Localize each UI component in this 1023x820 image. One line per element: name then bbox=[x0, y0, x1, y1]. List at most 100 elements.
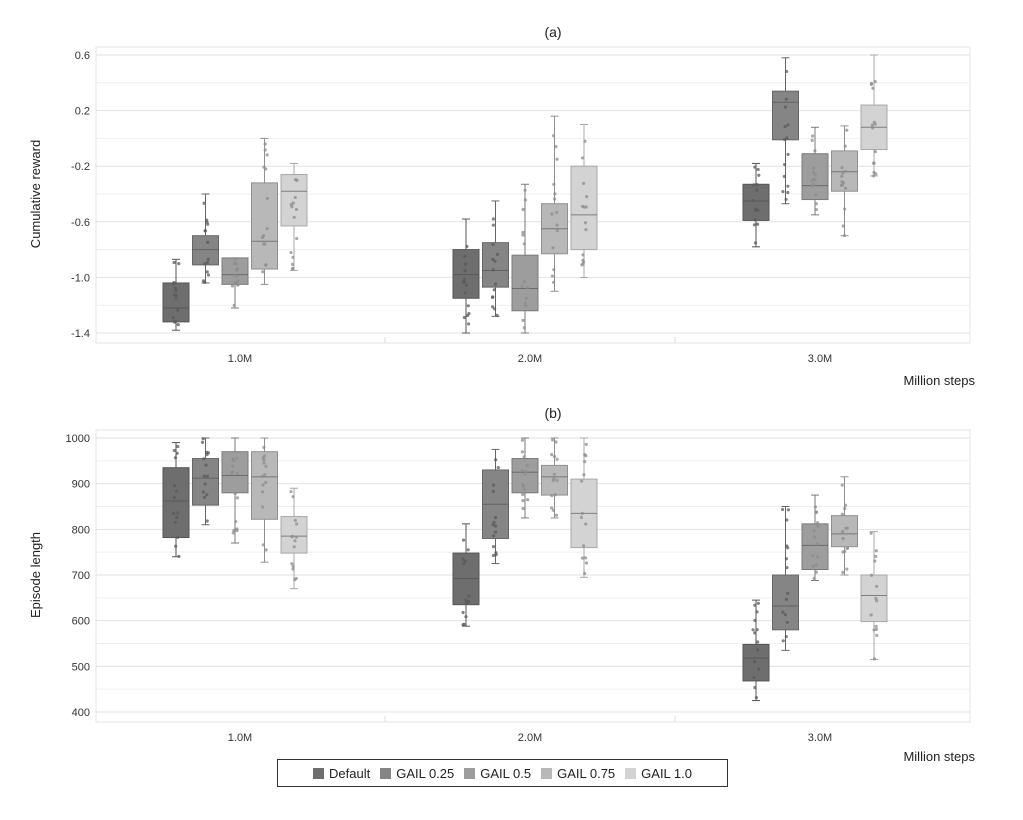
legend-label: GAIL 0.25 bbox=[396, 765, 455, 781]
data-point bbox=[756, 601, 760, 605]
data-point bbox=[814, 193, 818, 197]
chart-title: (b) bbox=[544, 405, 561, 421]
data-point bbox=[491, 223, 495, 227]
data-point bbox=[814, 202, 818, 206]
data-point bbox=[205, 493, 209, 497]
data-point bbox=[753, 241, 758, 245]
data-point bbox=[265, 226, 269, 231]
y-axis-label: Cumulative reward bbox=[28, 140, 43, 248]
y-axis-label: Episode length bbox=[28, 532, 43, 618]
data-point bbox=[783, 125, 787, 129]
data-point bbox=[753, 631, 757, 635]
y-tick-label: 600 bbox=[72, 616, 90, 628]
data-point bbox=[756, 208, 760, 212]
box-body bbox=[251, 182, 278, 270]
data-point bbox=[173, 456, 178, 460]
data-point bbox=[869, 613, 873, 617]
data-point bbox=[466, 548, 470, 552]
data-point bbox=[786, 184, 790, 188]
data-point bbox=[464, 283, 468, 287]
data-point bbox=[555, 478, 559, 482]
data-point bbox=[202, 495, 206, 499]
box-body bbox=[772, 574, 799, 631]
data-point bbox=[814, 207, 819, 212]
data-point bbox=[840, 166, 844, 170]
data-point bbox=[753, 603, 757, 607]
box-body bbox=[452, 249, 480, 299]
data-point bbox=[756, 667, 761, 671]
data-point bbox=[172, 260, 176, 265]
data-point bbox=[843, 144, 847, 148]
data-point bbox=[290, 535, 294, 539]
data-point bbox=[780, 507, 785, 512]
data-point bbox=[467, 594, 471, 598]
data-point bbox=[525, 285, 530, 290]
data-point bbox=[843, 186, 848, 190]
data-point bbox=[263, 142, 267, 146]
data-point bbox=[845, 526, 849, 530]
y-tick-label: -0.2 bbox=[71, 161, 90, 173]
data-point bbox=[172, 495, 177, 500]
data-point bbox=[293, 178, 298, 182]
data-point bbox=[841, 550, 845, 554]
data-point bbox=[784, 557, 789, 561]
data-point bbox=[554, 145, 558, 149]
data-point bbox=[843, 207, 847, 211]
data-point bbox=[815, 521, 820, 525]
data-point bbox=[580, 479, 584, 483]
data-point bbox=[553, 192, 557, 196]
y-tick-label: 0.6 bbox=[75, 50, 90, 62]
data-point bbox=[491, 553, 496, 558]
data-point bbox=[785, 544, 789, 548]
data-point bbox=[263, 148, 267, 152]
data-point bbox=[843, 503, 848, 507]
data-point bbox=[232, 303, 236, 307]
data-point bbox=[231, 531, 235, 535]
data-point bbox=[462, 315, 466, 320]
data-point bbox=[262, 458, 266, 462]
data-point bbox=[235, 527, 239, 531]
data-point bbox=[580, 156, 585, 160]
data-point bbox=[842, 234, 847, 238]
data-point bbox=[551, 478, 555, 482]
data-point bbox=[840, 512, 844, 516]
data-point bbox=[175, 451, 179, 455]
data-point bbox=[840, 483, 844, 487]
data-point bbox=[233, 491, 237, 496]
data-point bbox=[236, 279, 240, 283]
data-point bbox=[520, 438, 525, 442]
data-point bbox=[206, 240, 210, 244]
data-point bbox=[202, 474, 206, 478]
data-point bbox=[786, 508, 791, 512]
data-point bbox=[871, 126, 875, 130]
data-point bbox=[874, 554, 878, 558]
data-point bbox=[784, 97, 788, 101]
data-point bbox=[521, 498, 525, 503]
y-tick-label: 900 bbox=[72, 479, 90, 491]
y-tick-label: -1.4 bbox=[71, 328, 90, 340]
data-point bbox=[845, 128, 849, 132]
box-gail-0-75-2-0m bbox=[541, 115, 568, 292]
data-point bbox=[520, 284, 524, 288]
data-point bbox=[491, 242, 495, 246]
data-point bbox=[264, 480, 268, 485]
data-point bbox=[176, 444, 180, 449]
data-point bbox=[783, 163, 787, 167]
y-tick-label: -1.0 bbox=[71, 272, 90, 284]
data-point bbox=[463, 269, 467, 273]
box-gail-1-0-3-0m bbox=[860, 54, 888, 178]
box-gail-1-0-2-0m bbox=[570, 437, 598, 578]
data-point bbox=[815, 542, 820, 546]
y-tick-label: 800 bbox=[72, 524, 90, 536]
legend-item: GAIL 0.5 bbox=[464, 766, 531, 781]
legend-label: Default bbox=[329, 765, 371, 781]
data-point bbox=[583, 139, 587, 143]
data-point bbox=[550, 493, 554, 498]
data-point bbox=[874, 599, 879, 603]
data-point bbox=[521, 230, 525, 234]
y-tick-label: 1000 bbox=[66, 433, 90, 445]
data-point bbox=[845, 546, 850, 550]
legend-label: GAIL 0.75 bbox=[557, 765, 616, 781]
data-point bbox=[177, 554, 181, 558]
